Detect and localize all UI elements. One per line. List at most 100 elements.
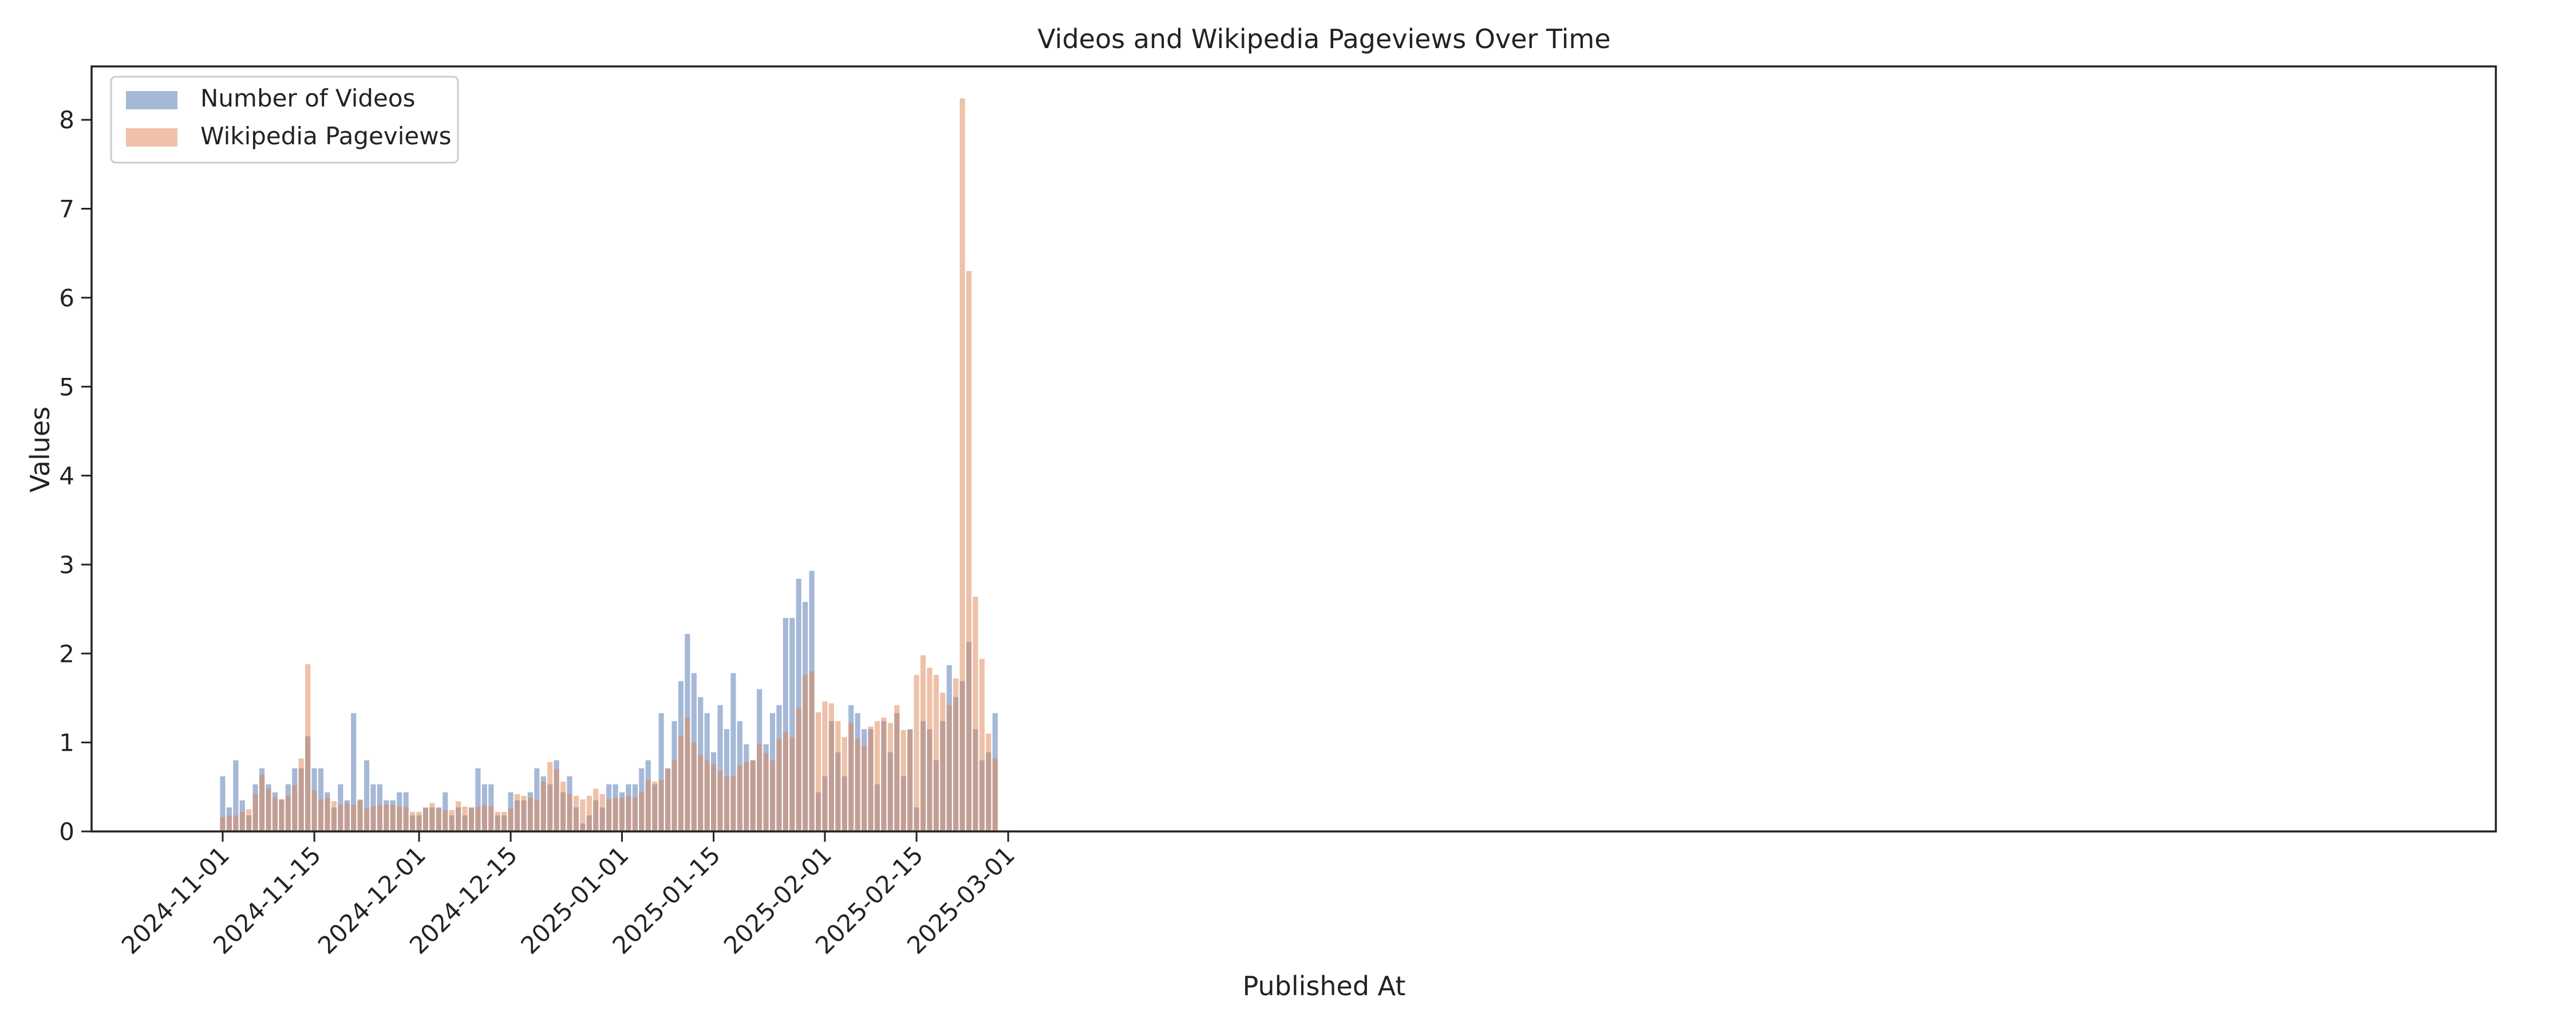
bar <box>704 760 710 831</box>
bar <box>658 779 664 831</box>
bar <box>658 713 664 831</box>
bar <box>501 811 507 831</box>
bar <box>907 730 913 831</box>
bar <box>252 794 258 831</box>
bar <box>311 790 317 831</box>
bar <box>841 737 847 831</box>
bar <box>986 734 991 831</box>
bar <box>403 806 409 831</box>
bar <box>599 794 605 831</box>
bar <box>835 721 841 831</box>
bar <box>567 794 572 831</box>
bar <box>803 675 808 831</box>
bar <box>527 797 534 831</box>
bar <box>580 799 586 831</box>
bar <box>364 808 370 831</box>
bars-layer <box>220 98 998 832</box>
bar <box>416 811 422 831</box>
bar <box>783 618 788 831</box>
y-tick-label: 7 <box>59 195 74 223</box>
legend-swatch-videos <box>126 91 177 109</box>
bar <box>429 803 435 831</box>
series-0-bars <box>220 570 998 831</box>
bar <box>456 801 461 831</box>
y-tick-label: 0 <box>59 818 74 846</box>
bar <box>776 739 782 831</box>
chart-title: Videos and Wikipedia Pageviews Over Time <box>1037 23 1610 54</box>
bar <box>881 717 887 831</box>
bar <box>645 779 651 831</box>
bar <box>305 664 311 831</box>
x-axis-label: Published At <box>1243 971 1406 1002</box>
bar <box>436 808 441 831</box>
bar <box>397 806 402 831</box>
bar <box>351 805 357 831</box>
y-axis-label: Values <box>25 407 56 492</box>
y-tick-label: 1 <box>59 729 74 757</box>
bar <box>547 762 553 831</box>
bar <box>318 799 324 831</box>
bar <box>665 769 671 831</box>
y-tick-label: 5 <box>59 373 74 401</box>
bar <box>796 708 801 831</box>
bar <box>285 795 291 831</box>
bar <box>848 723 854 831</box>
bar <box>364 760 370 831</box>
bar <box>894 705 900 831</box>
bar <box>730 776 736 831</box>
bar <box>560 782 566 831</box>
bar <box>789 618 795 831</box>
bar <box>717 771 723 831</box>
bar <box>619 797 625 831</box>
y-tick-label: 2 <box>59 640 74 668</box>
legend-box <box>110 76 459 164</box>
bar <box>730 673 736 831</box>
bar <box>298 758 304 831</box>
bar <box>769 760 776 831</box>
bar <box>783 732 788 831</box>
bar <box>586 795 592 831</box>
bar <box>220 817 226 831</box>
bar <box>266 788 271 831</box>
bar <box>979 659 985 831</box>
legend-label-videos: Number of Videos <box>200 84 415 112</box>
bar <box>724 776 730 831</box>
bar <box>900 730 906 831</box>
bar <box>246 809 252 831</box>
bar <box>370 806 376 831</box>
bar <box>868 726 874 831</box>
bar <box>495 811 500 831</box>
bar <box>737 766 742 831</box>
y-tick-label: 8 <box>59 106 74 134</box>
bar <box>671 760 677 831</box>
bar <box>410 811 416 831</box>
bar <box>573 795 579 831</box>
bar <box>468 808 475 831</box>
bar <box>540 782 546 831</box>
bar <box>521 795 527 831</box>
bar <box>855 739 860 831</box>
bar <box>338 805 343 831</box>
bar <box>953 678 959 831</box>
bar <box>828 703 835 831</box>
bar <box>377 805 383 831</box>
bar <box>325 797 330 831</box>
bar <box>233 760 239 831</box>
plot-frame <box>90 65 2497 833</box>
bar <box>606 799 612 831</box>
bar <box>613 797 618 831</box>
bar <box>920 655 926 831</box>
bar <box>508 808 513 831</box>
bar <box>632 797 638 831</box>
bar <box>815 712 821 831</box>
bar <box>940 692 946 831</box>
bar <box>744 762 749 831</box>
bar <box>481 805 487 831</box>
bar <box>914 675 919 831</box>
bar <box>331 801 337 831</box>
bar <box>593 788 599 831</box>
bar <box>887 723 893 831</box>
bar <box>488 806 494 831</box>
bar <box>462 806 468 831</box>
